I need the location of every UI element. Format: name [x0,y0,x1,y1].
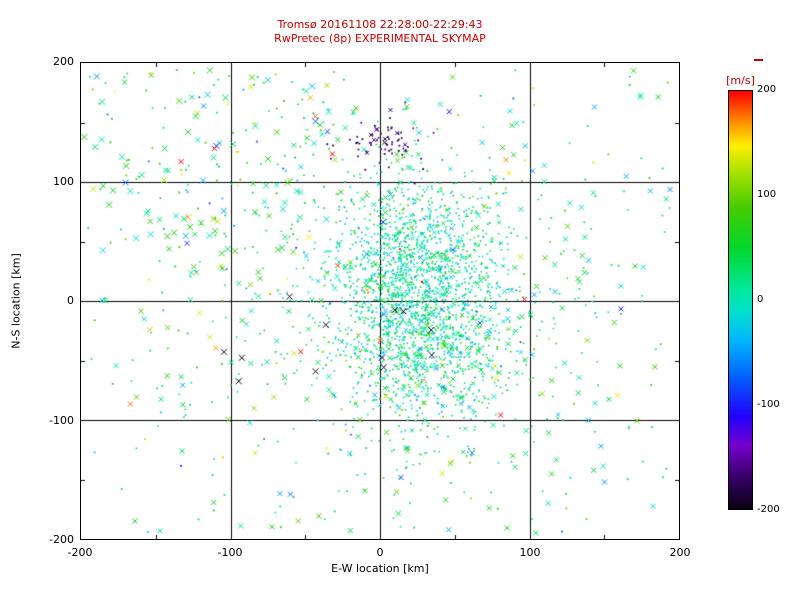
y-tick-label: 0 [67,294,74,307]
y-tick-label: -200 [49,533,74,546]
y-tick-label: -100 [49,413,74,427]
colorbar-tick-label: 100 [757,189,777,200]
colorbar [728,90,753,510]
colorbar-tick-label: -200 [757,504,780,515]
colorbar-gradient [729,91,752,509]
y-tick-label: 200 [53,55,74,68]
plot-frame [80,62,680,540]
x-tick-label: 100 [519,546,541,559]
scatter-canvas [81,63,679,539]
x-axis-label: E-W location [km] [331,562,429,575]
colorbar-tick-label: 200 [757,84,777,95]
y-tick-label: 100 [53,174,74,188]
plot-title: Tromsø 20161108 22:28:00-22:29:43 [277,18,483,31]
colorbar-unit-label: [m/s] [726,74,755,87]
colorbar-tick-label: 0 [757,294,764,305]
plot-subtitle: RwPretec (8p) EXPERIMENTAL SKYMAP [274,32,486,45]
colorbar-tick-label: -100 [757,399,780,410]
x-tick-label: 0 [376,546,384,559]
colorbar-top-marker [754,59,763,61]
y-axis-label: N-S location [km] [9,253,23,349]
x-tick-label: 200 [669,546,691,559]
x-tick-label: -200 [67,546,93,559]
x-tick-label: -100 [217,546,243,559]
